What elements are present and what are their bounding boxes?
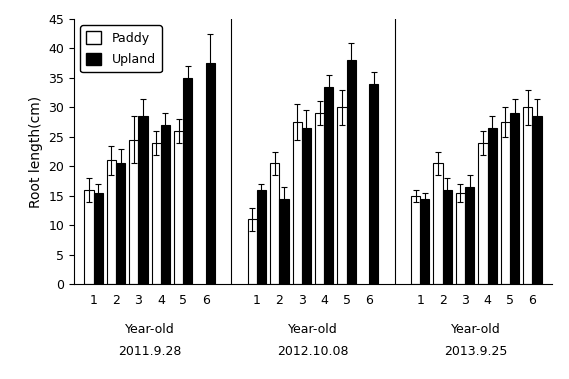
Bar (138, 116, 147, 284)
Bar (533, 116, 542, 284)
Bar (93, 193, 103, 284)
Bar (443, 190, 452, 284)
Bar (183, 78, 192, 284)
Text: 2013.9.25: 2013.9.25 (444, 345, 508, 359)
Bar (523, 107, 533, 284)
Bar (279, 199, 288, 284)
Bar (324, 87, 333, 284)
Text: 2011.9.28: 2011.9.28 (118, 345, 182, 359)
Bar (510, 113, 519, 284)
Bar (488, 128, 497, 284)
Bar (420, 199, 430, 284)
Bar (248, 219, 257, 284)
Bar (315, 113, 324, 284)
Text: Year-old: Year-old (125, 323, 175, 336)
Y-axis label: Root length(cm): Root length(cm) (29, 96, 43, 208)
Bar (174, 131, 183, 284)
Text: Year-old: Year-old (288, 323, 338, 336)
Bar (501, 122, 510, 284)
Bar (434, 163, 443, 284)
Bar (84, 190, 93, 284)
Bar (347, 60, 356, 284)
Text: Year-old: Year-old (451, 323, 501, 336)
Bar (270, 163, 279, 284)
Bar (292, 122, 302, 284)
Bar (479, 143, 488, 284)
Bar (337, 107, 347, 284)
Bar (465, 187, 475, 284)
Bar (456, 193, 465, 284)
Bar (411, 196, 420, 284)
Bar (369, 84, 378, 284)
Legend: Paddy, Upland: Paddy, Upland (80, 25, 162, 72)
Bar (129, 140, 138, 284)
Bar (107, 160, 116, 284)
Bar (302, 128, 311, 284)
Bar (151, 143, 161, 284)
Bar (116, 163, 125, 284)
Bar (205, 63, 215, 284)
Bar (257, 190, 266, 284)
Bar (161, 125, 170, 284)
Text: 2012.10.08: 2012.10.08 (277, 345, 349, 359)
